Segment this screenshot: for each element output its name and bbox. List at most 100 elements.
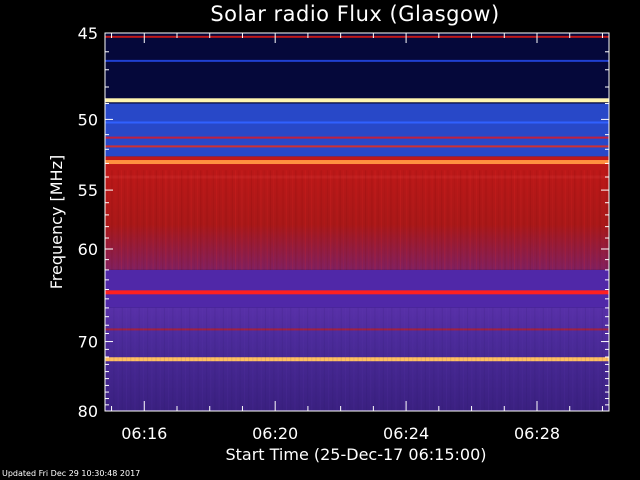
texture-streak [149,170,151,270]
texture-streak [415,170,417,270]
texture-streak [402,170,405,270]
texture-streak [408,307,410,411]
texture-streak [412,307,414,411]
emission-line [105,328,609,331]
texture-streak [311,170,313,270]
texture-streak [307,307,309,411]
texture-streak [446,307,448,411]
y-tick-label: 70 [78,333,98,352]
texture-streak [136,170,138,270]
texture-streak [568,307,570,411]
texture-streak [504,170,506,270]
texture-streak [462,307,464,411]
texture-streak [387,307,389,411]
texture-streak [212,170,214,270]
updated-timestamp: Updated Fri Dec 29 10:30:48 2017 [2,469,141,478]
emission-line [105,121,609,124]
texture-streak [250,170,253,270]
texture-streak [371,170,373,270]
texture-streak [602,170,604,270]
texture-streak [311,307,313,411]
emission-line [105,59,609,62]
texture-streak [304,170,306,270]
texture-streak [572,307,574,411]
texture-streak [496,307,498,411]
texture-streak [534,307,536,411]
texture-streak [444,170,446,270]
texture-streak [520,170,522,270]
texture-streak [580,307,582,411]
texture-streak [433,307,435,411]
texture-streak [434,170,436,270]
texture-streak [357,307,359,411]
texture-streak [142,307,144,411]
texture-streak [561,170,563,270]
texture-streak [593,307,595,411]
texture-streak [172,307,174,411]
texture-streak [391,307,393,411]
texture-streak [526,170,528,270]
texture-streak [475,170,478,270]
texture-streak [218,307,220,411]
texture-streak [450,307,452,411]
texture-streak [317,170,319,270]
texture-streak [517,170,519,270]
texture-streak [437,307,439,411]
texture-streak [361,170,363,270]
texture-streak [127,170,129,270]
texture-streak [124,170,126,270]
texture-streak [139,170,142,270]
x-tick-label: 06:28 [514,424,560,443]
texture-streak [509,307,511,411]
texture-streak [469,170,471,270]
texture-streak [228,170,230,270]
texture-streak [190,170,192,270]
texture-streak [500,307,502,411]
texture-streak [277,307,279,411]
texture-streak [181,170,183,270]
texture-streak [314,170,316,270]
texture-streak [151,307,153,411]
y-tick-label: 55 [78,181,98,200]
texture-streak [510,170,512,270]
texture-streak [361,307,363,411]
texture-streak [159,307,161,411]
texture-streak [366,307,368,411]
texture-streak [429,307,431,411]
texture-streak [121,307,123,411]
texture-streak [382,307,384,411]
texture-streak [574,170,576,270]
texture-streak [491,170,493,270]
texture-streak [447,170,449,270]
texture-streak [266,170,268,270]
texture-streak [456,170,459,270]
texture-streak [437,170,440,270]
texture-streak [168,307,170,411]
texture-streak [253,170,256,270]
emission-line [105,98,609,103]
texture-streak [345,170,348,270]
texture-streak [529,170,531,270]
texture-streak [378,307,380,411]
texture-streak [184,307,186,411]
texture-streak [239,307,241,411]
texture-streak [395,307,397,411]
emission-lines [105,35,609,362]
texture-streak [130,170,132,270]
texture-streak [399,170,402,270]
texture-streak [134,307,136,411]
texture-streak [257,170,259,270]
texture-streak [370,307,372,411]
texture-streak [349,170,351,270]
x-tick-label: 06:20 [252,424,298,443]
texture-streak [105,170,107,270]
texture-streak [368,170,370,270]
texture-streak [551,307,553,411]
texture-streak [146,170,148,270]
texture-streak [584,307,586,411]
y-tick-label: 50 [78,110,98,129]
texture-streak [206,307,208,411]
texture-streak [158,170,161,270]
texture-streak [521,307,523,411]
texture-streak [488,307,490,411]
